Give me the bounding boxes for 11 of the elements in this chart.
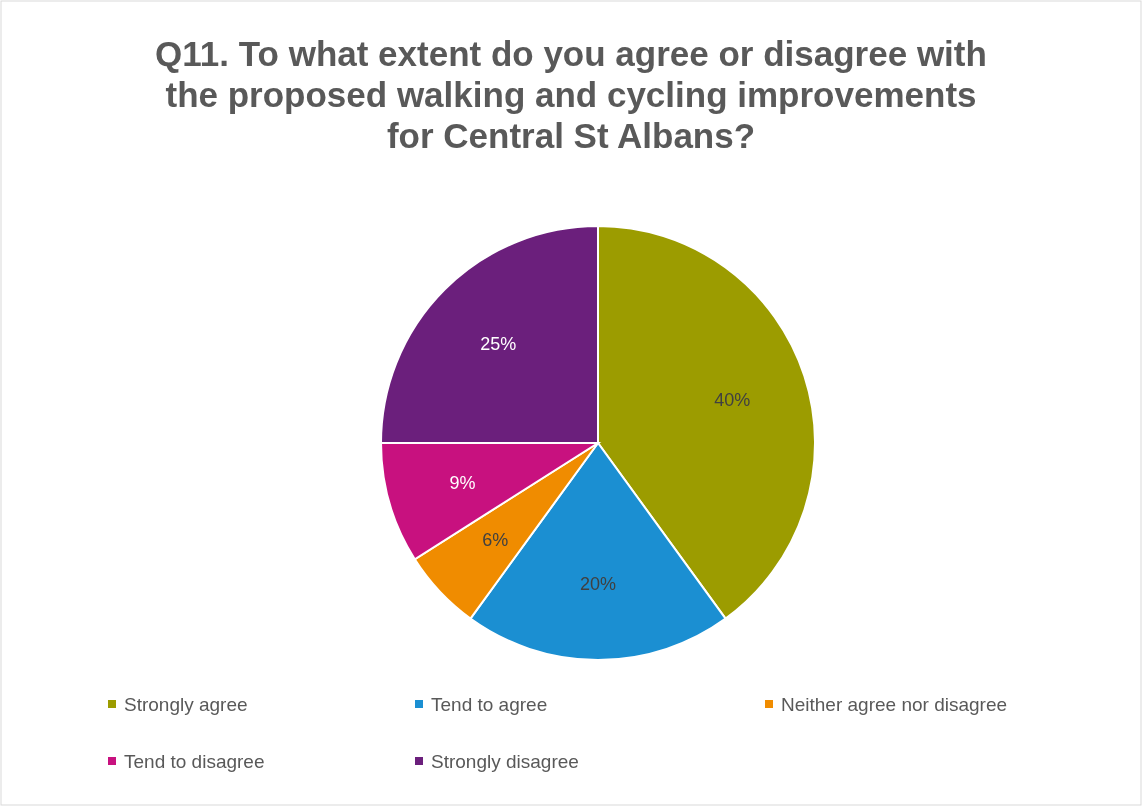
data-label: 40% — [714, 389, 751, 410]
legend-label: Strongly agree — [124, 693, 248, 715]
legend-label: Strongly disagree — [431, 750, 579, 772]
legend-label: Tend to agree — [431, 693, 548, 715]
legend-label: Tend to disagree — [124, 750, 265, 772]
data-label: 6% — [482, 529, 509, 550]
data-label: 20% — [579, 574, 617, 595]
chart-title: Q11. To what extent do you agree or disagree with the proposed walking and cycling improvements for Central St Albans? — [155, 34, 987, 155]
data-label: 9% — [449, 472, 476, 493]
data-label: 25% — [480, 333, 517, 354]
legend-label: Neither agree nor disagree — [781, 693, 1008, 715]
